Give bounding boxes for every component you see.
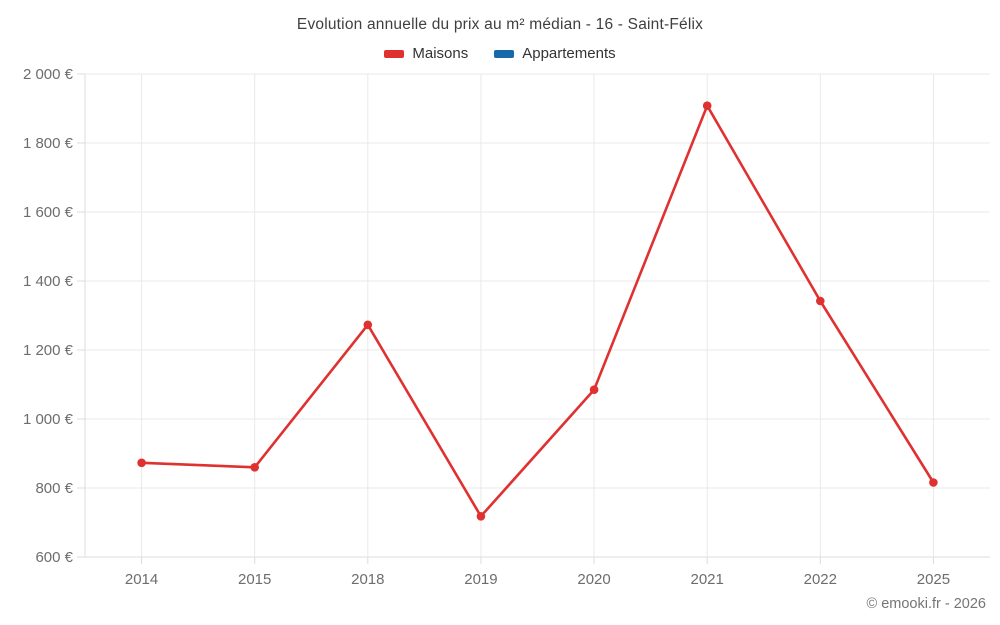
x-tick-label: 2020 xyxy=(577,571,610,588)
legend-item-appartements[interactable]: Appartements xyxy=(494,45,616,62)
y-tick-label: 1 800 € xyxy=(23,135,74,152)
maisons-swatch-icon xyxy=(384,49,405,58)
data-point xyxy=(363,320,373,330)
x-tick-label: 2018 xyxy=(351,571,384,588)
appartements-swatch-icon xyxy=(494,49,515,58)
chart-title: Evolution annuelle du prix au m² médian … xyxy=(296,16,704,33)
y-tick-label: 600 € xyxy=(35,549,73,566)
data-point xyxy=(589,385,599,395)
y-tick-label: 1 600 € xyxy=(23,204,74,221)
x-tick-label: 2022 xyxy=(804,571,837,588)
copyright-text: © emooki.fr - 2026 xyxy=(866,596,986,612)
legend-item-maisons[interactable]: Maisons xyxy=(384,45,468,62)
data-point xyxy=(929,478,938,487)
x-tick-label: 2021 xyxy=(691,571,724,588)
data-point xyxy=(137,458,146,468)
y-tick-label: 2 000 € xyxy=(23,66,74,83)
legend: Maisons Appartements xyxy=(0,45,1000,62)
y-tick-label: 800 € xyxy=(35,480,73,497)
legend-label-appartements: Appartements xyxy=(522,45,616,62)
legend-label-maisons: Maisons xyxy=(412,45,469,62)
data-point xyxy=(816,296,825,306)
y-tick-label: 1 000 € xyxy=(23,411,74,428)
x-tick-label: 2025 xyxy=(917,571,950,588)
x-tick-label: 2015 xyxy=(238,571,271,588)
data-point xyxy=(250,463,259,472)
data-point xyxy=(702,101,712,110)
y-tick-label: 1 200 € xyxy=(23,342,74,359)
x-tick-label: 2014 xyxy=(125,571,158,588)
x-tick-label: 2019 xyxy=(464,571,497,588)
data-point xyxy=(476,512,486,521)
series-line-maisons xyxy=(140,104,935,518)
y-tick-label: 1 400 € xyxy=(23,273,74,290)
